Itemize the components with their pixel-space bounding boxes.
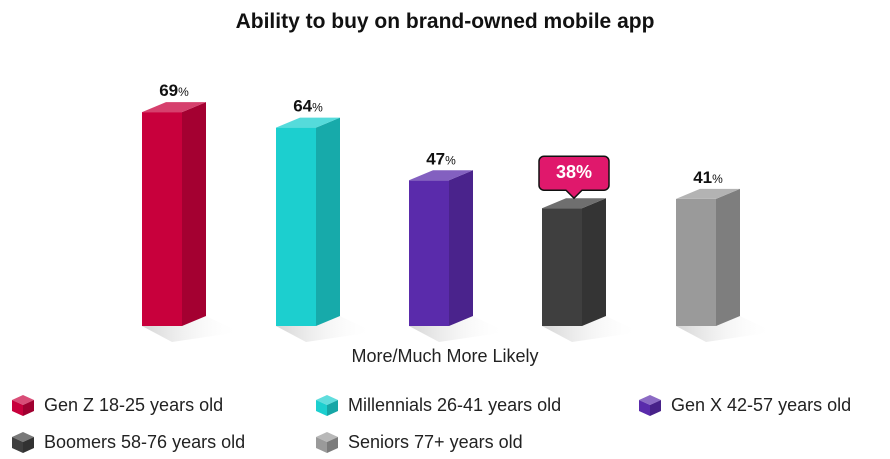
bar-top-face (676, 188, 740, 199)
bar-top-face (142, 102, 206, 113)
legend-label: Millennials 26-41 years old (348, 394, 562, 415)
bar-chart: 69% 64% 47% 38% 41% More/Much More Likely (142, 81, 774, 366)
data-label-4: 38% (556, 162, 592, 182)
bar-side-face (182, 102, 206, 326)
bar-top-face (542, 198, 606, 209)
bar-5: 41% (676, 168, 774, 342)
legend-cube-icon (316, 432, 338, 453)
legend: Gen Z 18-25 years old Millennials 26-41 y… (0, 386, 890, 459)
chart-title: Ability to buy on brand-owned mobile app (235, 10, 655, 33)
legend-item-2: Millennials 26-41 years old (314, 393, 561, 417)
bar-3: 47% (409, 149, 507, 342)
bar-side-face (316, 117, 340, 326)
legend-label: Gen Z 18-25 years old (44, 394, 224, 415)
bar-side-face (449, 170, 473, 326)
legend-cube-icon (12, 432, 34, 453)
bars-layer: 69% 64% 47% 38% 41% (142, 81, 774, 342)
bar-top-face (409, 170, 473, 181)
legend-item-5: Seniors 77+ years old (314, 430, 523, 454)
legend-cube-icon (316, 395, 338, 416)
legend-item-4: Boomers 58-76 years old (10, 430, 245, 454)
data-label-1: 69% (159, 81, 189, 100)
legend-cube-icon (639, 395, 661, 416)
bar-front-face (142, 112, 182, 326)
legend-cube-icon (12, 395, 34, 416)
data-label-2: 64% (293, 97, 323, 116)
bar-2: 64% (276, 97, 374, 342)
x-axis-label: More/Much More Likely (351, 346, 538, 366)
bar-top-face (276, 117, 340, 128)
legend-label: Seniors 77+ years old (348, 431, 523, 452)
bar-4: 38% (538, 155, 640, 342)
bar-side-face (582, 198, 606, 326)
bar-front-face (542, 208, 582, 326)
bar-1: 69% (142, 81, 240, 342)
legend-item-1: Gen Z 18-25 years old (10, 393, 223, 417)
legend-label: Boomers 58-76 years old (44, 431, 246, 452)
highlight-callout (538, 155, 610, 200)
bar-front-face (676, 198, 716, 326)
bar-front-face (276, 127, 316, 326)
data-label-5: 41% (693, 168, 723, 187)
legend-item-3: Gen X 42-57 years old (637, 393, 851, 417)
legend-label: Gen X 42-57 years old (671, 394, 852, 415)
data-label-3: 47% (426, 149, 456, 168)
bar-front-face (409, 180, 449, 326)
bar-side-face (716, 188, 740, 326)
